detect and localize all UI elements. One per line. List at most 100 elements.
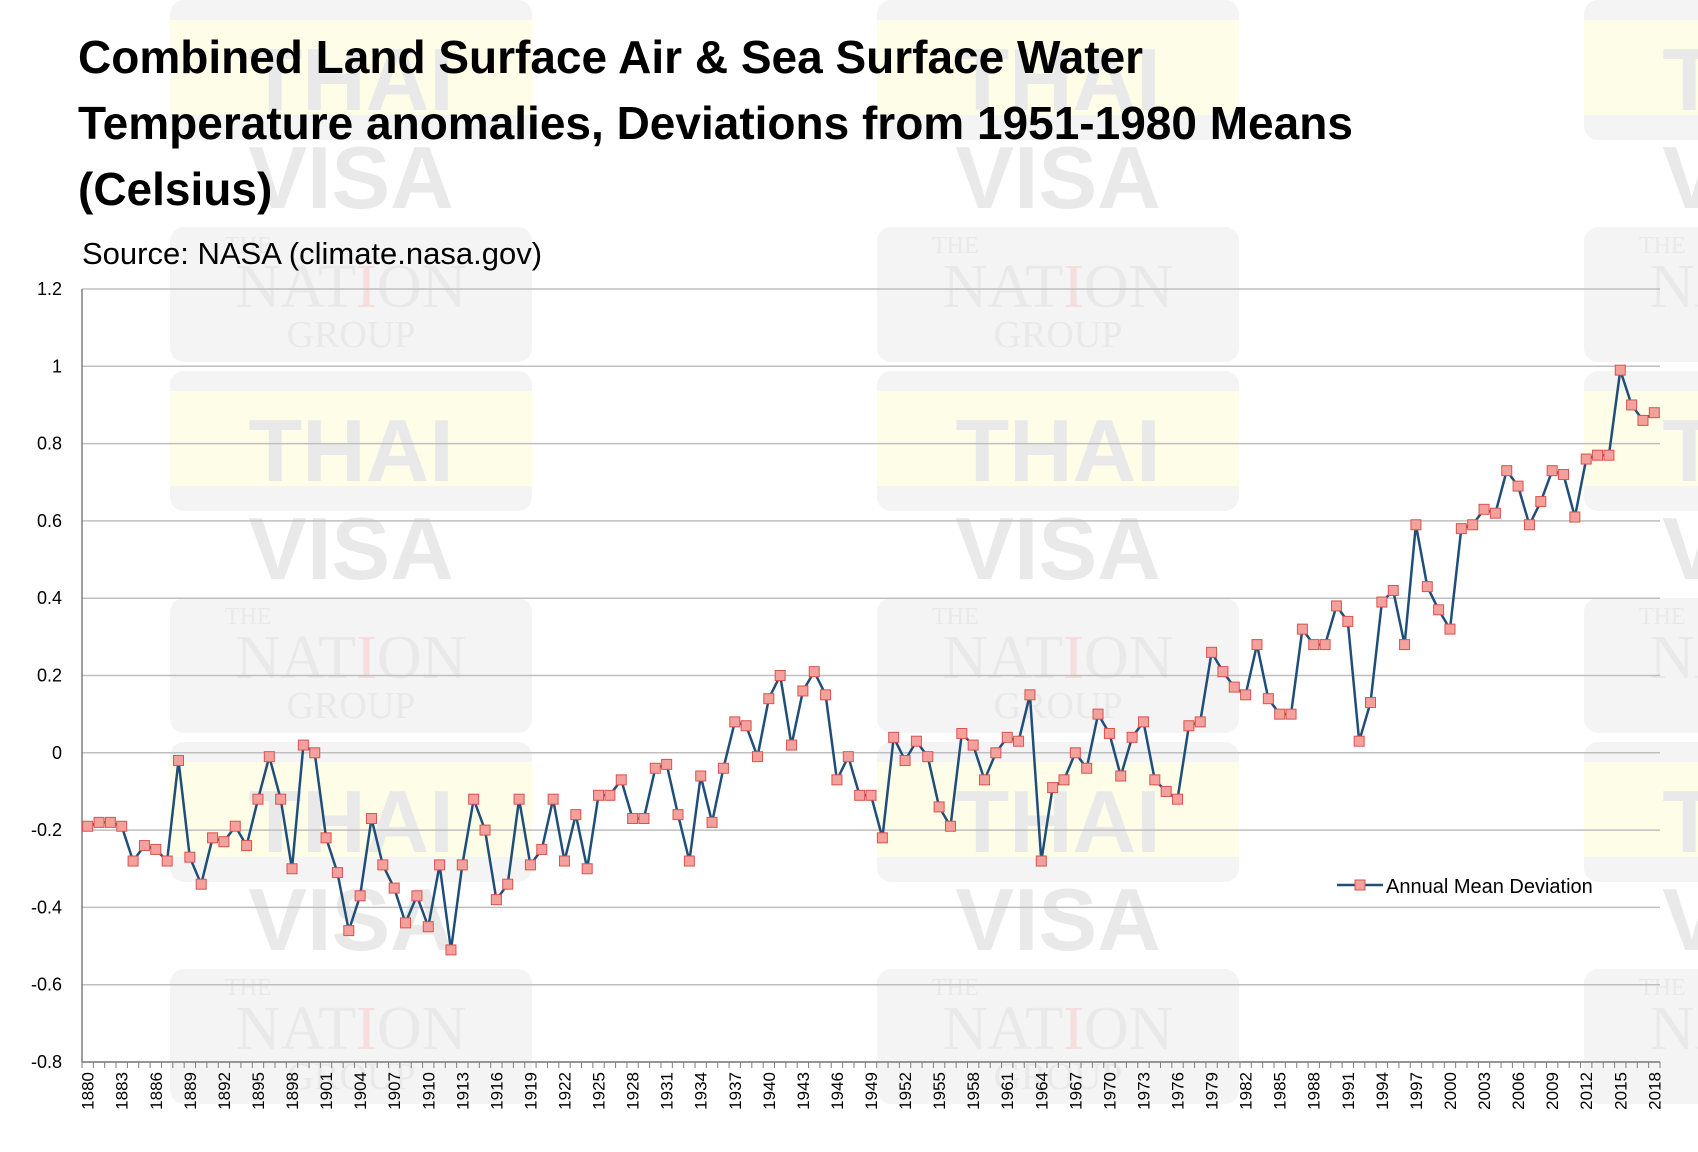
data-point bbox=[524, 859, 536, 871]
watermark-nation-text: NATION bbox=[1650, 253, 1698, 321]
x-tick-label: 1961 bbox=[998, 1072, 1017, 1110]
x-tick-label: 1892 bbox=[215, 1072, 234, 1110]
data-point bbox=[354, 890, 366, 902]
x-tick-label: 1943 bbox=[794, 1072, 813, 1110]
watermark-group-text: GROUP bbox=[287, 685, 416, 727]
data-point bbox=[1376, 596, 1388, 608]
data-point bbox=[842, 751, 854, 763]
x-tick-label: 1907 bbox=[385, 1072, 404, 1110]
x-tick-label: 1982 bbox=[1237, 1072, 1256, 1110]
data-point bbox=[502, 878, 514, 890]
data-point bbox=[751, 751, 763, 763]
data-point bbox=[1603, 449, 1615, 461]
data-point bbox=[1421, 581, 1433, 593]
data-point bbox=[593, 789, 605, 801]
data-point bbox=[297, 739, 309, 751]
data-point bbox=[490, 894, 502, 906]
data-point bbox=[1455, 523, 1467, 535]
watermark-visa-text: VISA bbox=[955, 870, 1160, 969]
watermark-thai-text: THAI bbox=[955, 401, 1160, 500]
y-tick-label: 1 bbox=[52, 356, 62, 376]
data-point bbox=[661, 758, 673, 770]
data-point bbox=[252, 793, 264, 805]
x-tick-label: 2018 bbox=[1645, 1072, 1664, 1110]
data-point bbox=[1433, 604, 1445, 616]
data-point bbox=[1103, 727, 1115, 739]
data-point bbox=[1478, 503, 1490, 515]
data-point bbox=[1501, 465, 1513, 477]
data-point bbox=[116, 820, 128, 832]
data-point bbox=[479, 824, 491, 836]
data-point bbox=[1648, 407, 1660, 419]
y-tick-label: 0.2 bbox=[37, 666, 62, 686]
data-point bbox=[82, 820, 94, 832]
data-point bbox=[865, 789, 877, 801]
data-point bbox=[967, 739, 979, 751]
x-tick-label: 1934 bbox=[692, 1072, 711, 1110]
data-point bbox=[422, 921, 434, 933]
y-tick-label: -0.6 bbox=[31, 975, 62, 995]
data-point bbox=[1126, 731, 1138, 743]
data-point bbox=[1592, 449, 1604, 461]
data-point bbox=[513, 793, 525, 805]
x-tick-label: 1901 bbox=[317, 1072, 336, 1110]
x-tick-label: 1976 bbox=[1169, 1072, 1188, 1110]
legend: Annual Mean Deviation bbox=[1337, 876, 1593, 898]
data-point bbox=[774, 670, 786, 681]
data-point bbox=[786, 739, 798, 751]
legend-marker bbox=[1354, 879, 1366, 891]
data-point bbox=[1092, 708, 1104, 720]
watermark-visa-text: VISA bbox=[955, 128, 1160, 227]
x-tick-label: 1895 bbox=[249, 1072, 268, 1110]
y-axis-ticks: 1.2 1 0.8 0.6 0.4 0.2 0 -0.2 -0.4 -0.6 -0.8 bbox=[31, 279, 62, 1072]
watermark-visa-text: VISA bbox=[1662, 128, 1698, 227]
chart-title-line-1: Combined Land Surface Air & Sea Surface … bbox=[78, 31, 1143, 83]
x-tick-label: 1919 bbox=[521, 1072, 540, 1110]
data-point bbox=[990, 747, 1002, 759]
watermark-thai-text: THAI bbox=[248, 30, 453, 129]
data-point bbox=[1558, 469, 1570, 481]
watermark-thai-text: THAI bbox=[248, 772, 453, 871]
x-tick-label: 1949 bbox=[862, 1072, 881, 1110]
y-tick-label: 0 bbox=[52, 743, 62, 763]
data-point bbox=[331, 867, 343, 879]
data-point bbox=[1626, 399, 1638, 411]
data-point bbox=[570, 809, 582, 821]
data-point bbox=[445, 944, 457, 956]
x-tick-label: 1970 bbox=[1100, 1072, 1119, 1110]
watermark-thai-text: THAI bbox=[1662, 401, 1698, 500]
data-point bbox=[1137, 716, 1149, 728]
data-point bbox=[1569, 511, 1581, 523]
data-point bbox=[1069, 747, 1081, 759]
x-tick-label: 1973 bbox=[1134, 1072, 1153, 1110]
data-point bbox=[263, 751, 275, 763]
data-point bbox=[150, 843, 162, 855]
data-point bbox=[1365, 697, 1377, 709]
data-point bbox=[910, 735, 922, 747]
watermark-the-text: THE bbox=[225, 975, 272, 1001]
watermark-thai-text: THAI bbox=[955, 30, 1160, 129]
x-tick-label: 1889 bbox=[181, 1072, 200, 1110]
x-tick-label: 1880 bbox=[79, 1072, 98, 1110]
data-point bbox=[1319, 639, 1331, 651]
watermark-nation-text: NATION bbox=[943, 624, 1174, 692]
data-point bbox=[161, 855, 173, 867]
data-point bbox=[1183, 720, 1195, 732]
x-tick-label: 1916 bbox=[487, 1072, 506, 1110]
watermark-visa-text: VISA bbox=[1662, 870, 1698, 969]
data-point bbox=[956, 727, 968, 739]
x-tick-label: 1886 bbox=[147, 1072, 166, 1110]
x-tick-label: 2006 bbox=[1509, 1072, 1528, 1110]
data-point bbox=[1240, 689, 1252, 701]
y-tick-label: 0.4 bbox=[37, 588, 62, 608]
x-tick-label: 1946 bbox=[828, 1072, 847, 1110]
x-tick-label: 1910 bbox=[419, 1072, 438, 1110]
data-point bbox=[979, 774, 991, 786]
data-point bbox=[1001, 731, 1013, 743]
